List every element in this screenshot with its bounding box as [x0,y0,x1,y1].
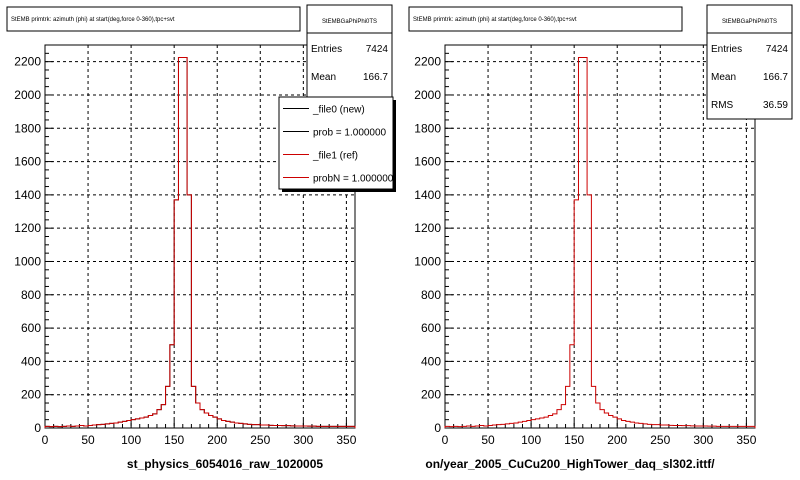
y-tick-label: 800 [21,288,41,302]
x-tick-label: 150 [164,433,184,447]
histogram-series-2 [44,56,356,428]
histogram-panel-2: 0 50 100 150 200 250 300 350 0 200 400 600 800 1000 12… [408,4,793,471]
x-tick-label: 50 [481,433,495,447]
y-tick-label: 200 [421,388,441,402]
x-tick-label: 350 [336,433,356,447]
chart-title: StEMB primtrk: azimuth (phi) at start(de… [413,17,577,23]
histogram-series-1 [444,56,756,428]
x-tick-label: 300 [693,433,713,447]
x-tick-label: 100 [121,433,141,447]
x-axis-label: on/year_2005_CuCu200_HighTower_daq_sl302… [425,457,715,471]
y-tick-label: 0 [34,421,41,435]
y-tick-label: 1600 [14,155,41,169]
x-tick-label: 350 [736,433,756,447]
x-tick-label: 0 [42,433,49,447]
stats-header: StEMBGaPhiPhi0TS [322,19,377,25]
legend-label: probN = 1.000000 [313,174,394,185]
y-tick-label: 2200 [414,55,441,69]
legend-label: prob = 1.000000 [313,128,387,139]
y-tick-label: 1800 [14,121,41,135]
y-tick-label: 0 [434,421,441,435]
y-tick-label: 1400 [414,188,441,202]
y-tick-label: 1000 [14,254,41,268]
y-tick-label: 600 [421,321,441,335]
y-tick-label: 1000 [414,254,441,268]
stats-label: Entries [311,44,342,55]
x-tick-label: 300 [293,433,313,447]
x-tick-label: 250 [650,433,670,447]
stats-value: 7424 [366,44,389,55]
stats-value: 36.59 [763,100,788,111]
stats-header: StEMBGaPhiPhi0TS [722,19,777,25]
x-tick-label: 200 [607,433,627,447]
title-box [408,6,683,32]
y-tick-label: 2000 [14,88,41,102]
stats-box [706,4,793,120]
x-tick-label: 100 [521,433,541,447]
x-tick-label: 150 [564,433,584,447]
stats-value: 166.7 [363,72,388,83]
legend-label: _file1 (ref) [312,151,358,162]
y-tick-label: 200 [21,388,41,402]
y-tick-label: 1600 [414,155,441,169]
stats-label: RMS [711,100,734,111]
y-tick-label: 1200 [414,221,441,235]
x-tick-label: 250 [250,433,270,447]
title-box [6,6,301,32]
y-tick-label: 1200 [14,221,41,235]
stats-label: Mean [311,72,336,83]
stats-label: Mean [711,72,736,83]
y-tick-label: 400 [21,354,41,368]
chart-title: StEMB primtrk: azimuth (phi) at start(de… [11,17,175,23]
x-tick-label: 0 [442,433,449,447]
stats-value: 166.7 [763,72,788,83]
stats-value: 7424 [766,44,789,55]
x-tick-label: 50 [81,433,95,447]
x-axis-label: st_physics_6054016_raw_1020005 [127,457,323,471]
y-tick-label: 1400 [14,188,41,202]
y-tick-label: 600 [21,321,41,335]
y-tick-label: 1800 [414,121,441,135]
legend-box [278,96,394,190]
y-tick-label: 800 [421,288,441,302]
x-tick-label: 200 [207,433,227,447]
y-tick-label: 2000 [414,88,441,102]
legend-label: _file0 (new) [312,105,365,116]
y-tick-label: 2200 [14,55,41,69]
y-tick-label: 400 [421,354,441,368]
stats-label: Entries [711,44,742,55]
histogram-panel-1: 0 50 100 150 200 250 300 350 0 200 400 600 800 1000 12… [6,4,396,471]
